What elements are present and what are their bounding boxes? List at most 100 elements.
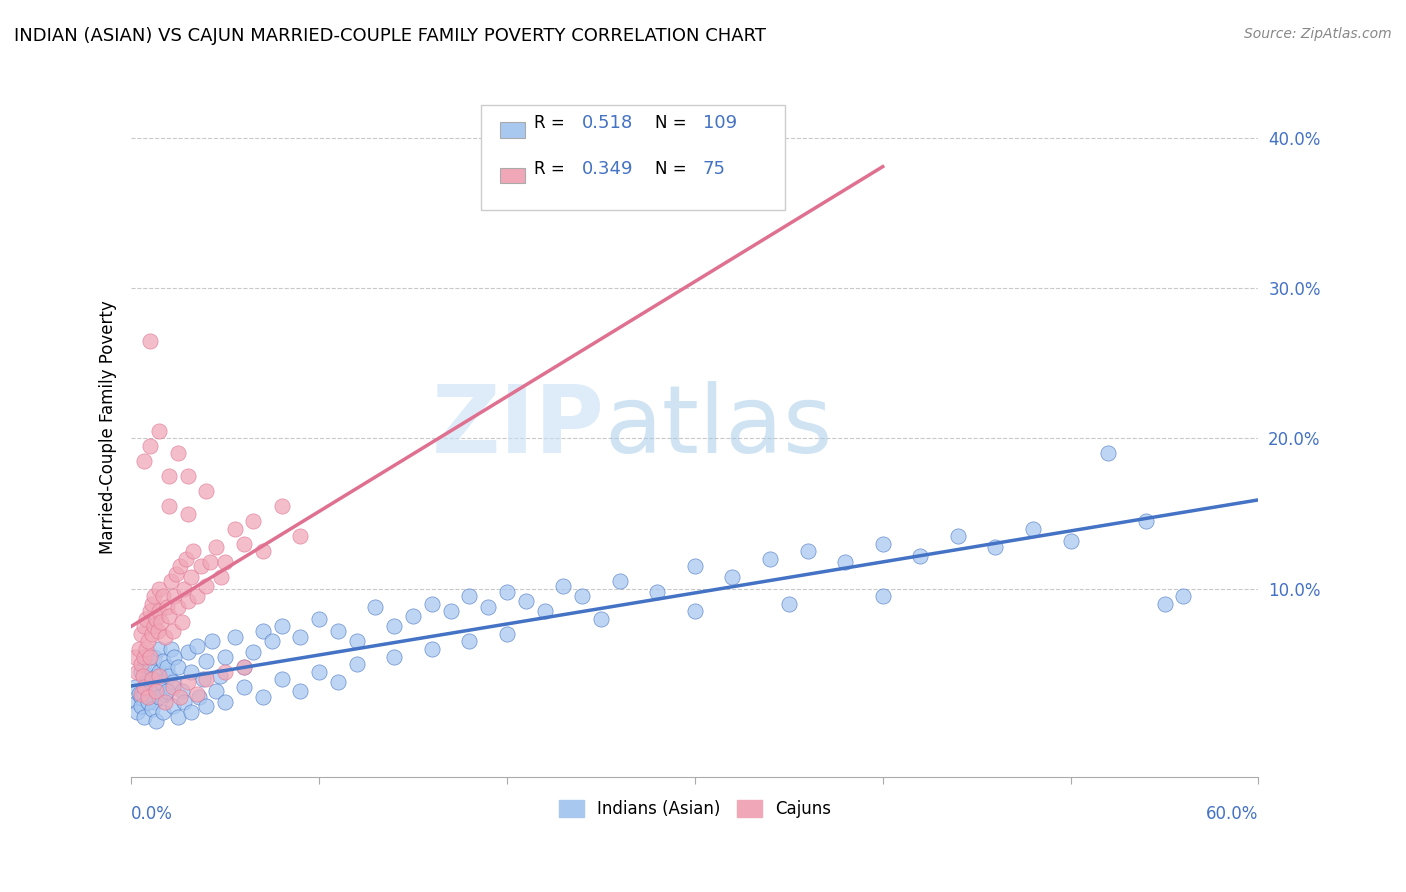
Point	[910, 549, 932, 563]
Point	[134, 649, 156, 664]
Point	[1173, 590, 1195, 604]
Point	[141, 702, 163, 716]
Y-axis label: Married-Couple Family Poverty: Married-Couple Family Poverty	[100, 301, 117, 554]
Point	[683, 604, 706, 618]
Point	[496, 585, 519, 599]
Point	[135, 649, 157, 664]
Point	[190, 559, 212, 574]
Point	[186, 687, 208, 701]
Point	[129, 657, 152, 671]
Text: 0.518: 0.518	[582, 114, 633, 133]
Point	[139, 684, 162, 698]
Point	[139, 660, 162, 674]
Point	[262, 634, 284, 648]
Point	[157, 469, 180, 483]
Point	[167, 709, 190, 723]
Point	[134, 680, 156, 694]
Point	[553, 579, 575, 593]
Point	[290, 684, 312, 698]
Legend: Indians (Asian), Cajuns: Indians (Asian), Cajuns	[551, 793, 838, 824]
Point	[233, 660, 256, 674]
Point	[157, 608, 180, 623]
Point	[308, 612, 330, 626]
Point	[163, 590, 186, 604]
Text: 60.0%: 60.0%	[1206, 805, 1258, 823]
Point	[131, 699, 153, 714]
Point	[252, 544, 274, 558]
Point	[156, 684, 179, 698]
Point	[145, 714, 167, 729]
Point	[125, 665, 148, 679]
Point	[515, 594, 537, 608]
Point	[145, 684, 167, 698]
Point	[162, 624, 184, 638]
Point	[270, 499, 292, 513]
Point	[440, 604, 463, 618]
FancyBboxPatch shape	[481, 105, 785, 211]
Point	[141, 627, 163, 641]
Text: 75: 75	[703, 160, 725, 178]
Point	[364, 599, 387, 614]
Text: INDIAN (ASIAN) VS CAJUN MARRIED-COUPLE FAMILY POVERTY CORRELATION CHART: INDIAN (ASIAN) VS CAJUN MARRIED-COUPLE F…	[14, 27, 766, 45]
Point	[148, 642, 170, 657]
Point	[148, 604, 170, 618]
Point	[150, 675, 173, 690]
Point	[176, 645, 198, 659]
Point	[308, 665, 330, 679]
FancyBboxPatch shape	[501, 168, 524, 183]
Point	[224, 630, 246, 644]
Point	[242, 514, 264, 528]
Point	[834, 555, 856, 569]
Point	[420, 642, 443, 657]
Point	[124, 680, 146, 694]
Point	[174, 551, 197, 566]
Point	[477, 599, 499, 614]
Point	[290, 529, 312, 543]
Point	[198, 555, 221, 569]
Point	[157, 499, 180, 513]
Point	[946, 529, 969, 543]
Point	[176, 675, 198, 690]
Point	[571, 590, 593, 604]
Point	[159, 642, 181, 657]
Point	[142, 695, 165, 709]
Point	[346, 634, 368, 648]
Point	[176, 469, 198, 483]
Point	[1059, 533, 1081, 548]
Point	[458, 634, 481, 648]
Point	[139, 334, 162, 348]
Text: N =: N =	[655, 114, 688, 133]
Point	[136, 690, 159, 705]
Point	[148, 669, 170, 683]
Point	[242, 645, 264, 659]
Point	[152, 705, 174, 719]
Point	[134, 687, 156, 701]
Point	[872, 590, 894, 604]
Point	[180, 665, 202, 679]
Point	[420, 597, 443, 611]
Point	[214, 555, 236, 569]
Point	[136, 695, 159, 709]
Point	[872, 537, 894, 551]
Point	[195, 654, 218, 668]
Point	[167, 660, 190, 674]
Point	[134, 709, 156, 723]
Point	[139, 649, 162, 664]
Point	[129, 627, 152, 641]
Point	[173, 695, 195, 709]
Point	[209, 570, 232, 584]
Point	[173, 582, 195, 596]
Point	[169, 559, 191, 574]
Point	[153, 630, 176, 644]
Point	[645, 585, 668, 599]
Point	[157, 669, 180, 683]
Point	[195, 672, 218, 686]
Point	[134, 454, 156, 468]
Point	[125, 695, 148, 709]
Point	[382, 649, 405, 664]
Point	[152, 654, 174, 668]
Point	[180, 705, 202, 719]
Point	[1097, 446, 1119, 460]
Point	[233, 680, 256, 694]
Point	[136, 690, 159, 705]
